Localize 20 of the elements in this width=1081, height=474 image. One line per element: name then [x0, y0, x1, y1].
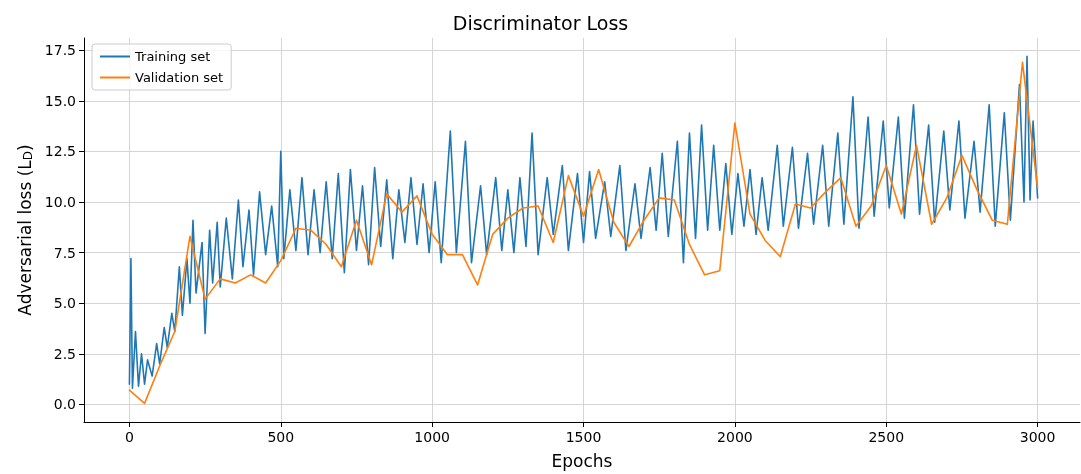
x-axis-title: Epochs [551, 450, 613, 471]
x-tick-label: 1000 [414, 429, 450, 445]
x-tick-label: 2500 [868, 429, 905, 445]
y-tick-label: 12.5 [44, 143, 76, 160]
x-tick-label: 500 [267, 429, 295, 445]
x-tick-label: 3000 [1019, 429, 1056, 445]
chart-title: Discriminator Loss [452, 11, 629, 34]
legend-label: Validation set [135, 70, 224, 85]
legend-label: Training set [134, 49, 211, 64]
y-tick-label: 0.0 [53, 396, 76, 413]
y-tick-label: 7.5 [53, 244, 76, 261]
y-tick-label: 15.0 [44, 92, 76, 109]
x-tick-label: 1500 [565, 429, 602, 445]
x-tick-label: 2000 [717, 429, 753, 445]
y-tick-label: 10.0 [44, 193, 76, 210]
y-tick-label: 2.5 [53, 345, 76, 362]
y-tick-label: 5.0 [53, 295, 76, 312]
y-tick-label: 17.5 [44, 42, 76, 59]
x-tick-label: 0 [124, 429, 134, 445]
y-axis-title: Adversarial loss (LD) [15, 144, 36, 316]
